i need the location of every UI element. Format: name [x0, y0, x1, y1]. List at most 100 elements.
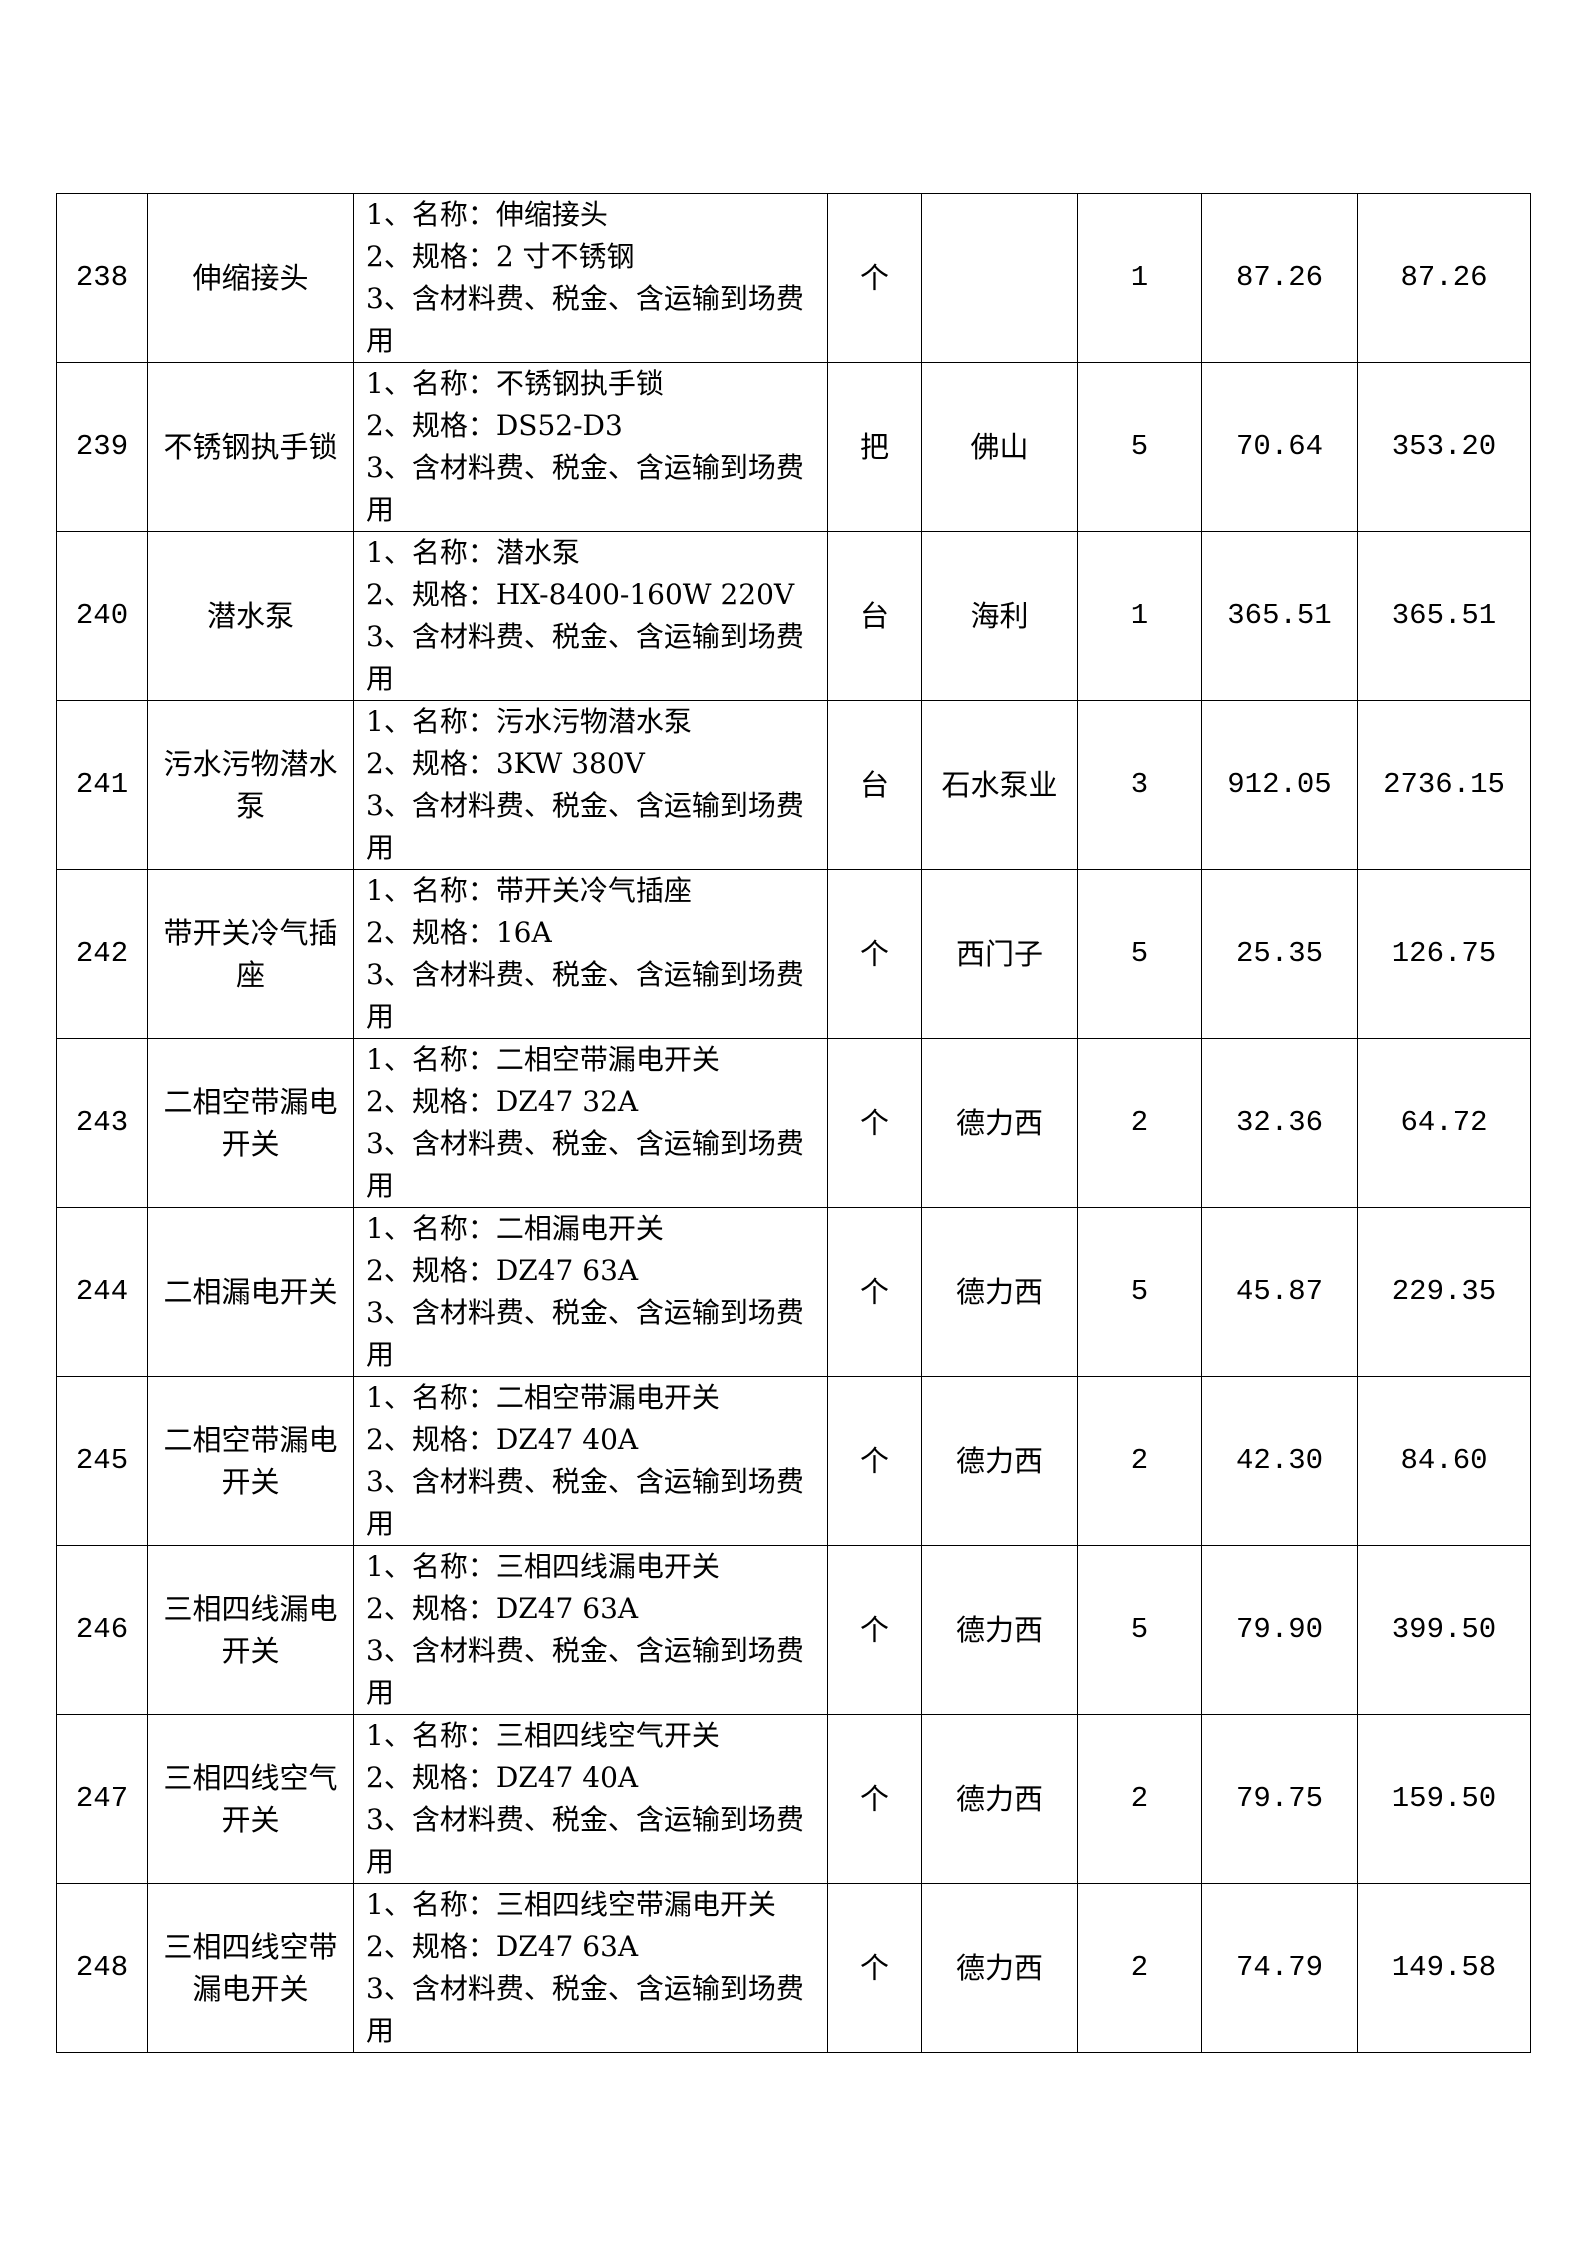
description-line: 2、规格：3KW 380V [366, 747, 645, 780]
item-description: 1、名称：三相四线漏电开关 2、规格：DZ47 63A 3、含材料费、税金、含运输到… [353, 1545, 828, 1715]
table-row: 242 带开关冷气插座 1、名称：带开关冷气插座 2、规格：16A 3、含材料费、税金、… [56, 869, 1531, 1039]
item-number: 240 [56, 531, 148, 701]
item-unit-price: 42.30 [1201, 1376, 1358, 1546]
description-line: 3、含材料费、税金、含运输到场费用 [366, 282, 804, 357]
item-quantity: 2 [1077, 1883, 1202, 2053]
item-quantity: 5 [1077, 869, 1202, 1039]
table-row: 247 三相四线空气开关 1、名称：三相四线空气开关 2、规格：DZ47 40A 3、含… [56, 1714, 1531, 1884]
item-unit: 个 [827, 1714, 922, 1884]
description-line: 3、含材料费、税金、含运输到场费用 [366, 1296, 804, 1371]
table-row: 240 潜水泵 1、名称：潜水泵 2、规格：HX-8400-160W 220V 3、含材… [56, 531, 1531, 701]
description-line: 3、含材料费、税金、含运输到场费用 [366, 620, 804, 695]
item-unit-price: 70.64 [1201, 362, 1358, 532]
item-number: 242 [56, 869, 148, 1039]
item-description: 1、名称：三相四线空气开关 2、规格：DZ47 40A 3、含材料费、税金、含运输到… [353, 1714, 828, 1884]
description-line: 2、规格：DZ47 63A [366, 1930, 639, 1963]
description-line: 2、规格：DZ47 32A [366, 1085, 639, 1118]
description-line: 2、规格：DZ47 63A [366, 1592, 639, 1625]
item-name: 伸缩接头 [147, 193, 354, 363]
table-row: 239 不锈钢执手锁 1、名称：不锈钢执手锁 2、规格：DS52-D3 3、含材料费、税… [56, 362, 1531, 532]
item-description: 1、名称：不锈钢执手锁 2、规格：DS52-D3 3、含材料费、税金、含运输到场费用 [353, 362, 828, 532]
item-name: 带开关冷气插座 [147, 869, 354, 1039]
description-line: 3、含材料费、税金、含运输到场费用 [366, 451, 804, 526]
item-description: 1、名称：二相漏电开关 2、规格：DZ47 63A 3、含材料费、税金、含运输到场费… [353, 1207, 828, 1377]
item-total: 87.26 [1357, 193, 1531, 363]
item-total: 84.60 [1357, 1376, 1531, 1546]
item-description: 1、名称：污水污物潜水泵 2、规格：3KW 380V 3、含材料费、税金、含运输到场… [353, 700, 828, 870]
item-name: 潜水泵 [147, 531, 354, 701]
item-description: 1、名称：带开关冷气插座 2、规格：16A 3、含材料费、税金、含运输到场费用 [353, 869, 828, 1039]
item-total: 159.50 [1357, 1714, 1531, 1884]
item-name: 污水污物潜水泵 [147, 700, 354, 870]
description-line: 2、规格：16A [366, 916, 552, 949]
item-number: 239 [56, 362, 148, 532]
item-name: 二相空带漏电开关 [147, 1376, 354, 1546]
item-number: 247 [56, 1714, 148, 1884]
table-row: 246 三相四线漏电开关 1、名称：三相四线漏电开关 2、规格：DZ47 63A 3、含… [56, 1545, 1531, 1715]
item-unit: 个 [827, 1038, 922, 1208]
description-line: 1、名称：二相漏电开关 [366, 1212, 664, 1245]
item-unit-price: 87.26 [1201, 193, 1358, 363]
item-unit-price: 74.79 [1201, 1883, 1358, 2053]
description-line: 1、名称：潜水泵 [366, 536, 580, 569]
table-row: 248 三相四线空带漏电开关 1、名称：三相四线空带漏电开关 2、规格：DZ47 63… [56, 1883, 1531, 2053]
item-name: 三相四线空气开关 [147, 1714, 354, 1884]
description-line: 1、名称：三相四线空气开关 [366, 1719, 720, 1752]
item-brand: 佛山 [921, 362, 1078, 532]
item-description: 1、名称：三相四线空带漏电开关 2、规格：DZ47 63A 3、含材料费、税金、含运… [353, 1883, 828, 2053]
description-line: 2、规格：2 寸不锈钢 [366, 240, 635, 273]
item-number: 248 [56, 1883, 148, 2053]
item-name: 三相四线空带漏电开关 [147, 1883, 354, 2053]
table-row: 238 伸缩接头 1、名称：伸缩接头 2、规格：2 寸不锈钢 3、含材料费、税金、含运输… [56, 193, 1531, 363]
item-description: 1、名称：伸缩接头 2、规格：2 寸不锈钢 3、含材料费、税金、含运输到场费用 [353, 193, 828, 363]
item-quantity: 2 [1077, 1714, 1202, 1884]
item-name: 二相空带漏电开关 [147, 1038, 354, 1208]
table-body: 238 伸缩接头 1、名称：伸缩接头 2、规格：2 寸不锈钢 3、含材料费、税金、含运输… [56, 193, 1531, 2053]
item-quantity: 2 [1077, 1038, 1202, 1208]
description-line: 2、规格：DS52-D3 [366, 409, 623, 442]
item-brand: 德力西 [921, 1038, 1078, 1208]
item-quantity: 5 [1077, 1207, 1202, 1377]
description-line: 2、规格：DZ47 40A [366, 1423, 639, 1456]
description-line: 2、规格：DZ47 63A [366, 1254, 639, 1287]
description-line: 3、含材料费、税金、含运输到场费用 [366, 1465, 804, 1540]
item-number: 238 [56, 193, 148, 363]
item-unit: 台 [827, 531, 922, 701]
item-quantity: 5 [1077, 362, 1202, 532]
item-description: 1、名称：二相空带漏电开关 2、规格：DZ47 40A 3、含材料费、税金、含运输到… [353, 1376, 828, 1546]
item-brand [921, 193, 1078, 363]
item-brand: 德力西 [921, 1545, 1078, 1715]
item-number: 243 [56, 1038, 148, 1208]
item-description: 1、名称：潜水泵 2、规格：HX-8400-160W 220V 3、含材料费、税金、… [353, 531, 828, 701]
item-brand: 德力西 [921, 1376, 1078, 1546]
description-line: 1、名称：二相空带漏电开关 [366, 1381, 720, 1414]
item-quantity: 1 [1077, 193, 1202, 363]
item-total: 64.72 [1357, 1038, 1531, 1208]
item-total: 353.20 [1357, 362, 1531, 532]
item-quantity: 3 [1077, 700, 1202, 870]
item-brand: 德力西 [921, 1883, 1078, 2053]
item-total: 2736.15 [1357, 700, 1531, 870]
description-line: 2、规格：DZ47 40A [366, 1761, 639, 1794]
item-total: 229.35 [1357, 1207, 1531, 1377]
item-unit: 个 [827, 1883, 922, 2053]
description-line: 3、含材料费、税金、含运输到场费用 [366, 1634, 804, 1709]
item-brand: 德力西 [921, 1714, 1078, 1884]
item-brand: 海利 [921, 531, 1078, 701]
table-row: 244 二相漏电开关 1、名称：二相漏电开关 2、规格：DZ47 63A 3、含材料费、… [56, 1207, 1531, 1377]
description-line: 3、含材料费、税金、含运输到场费用 [366, 1127, 804, 1202]
table-row: 243 二相空带漏电开关 1、名称：二相空带漏电开关 2、规格：DZ47 32A 3、含… [56, 1038, 1531, 1208]
item-number: 241 [56, 700, 148, 870]
item-quantity: 1 [1077, 531, 1202, 701]
description-line: 3、含材料费、税金、含运输到场费用 [366, 1972, 804, 2047]
item-number: 246 [56, 1545, 148, 1715]
table-row: 245 二相空带漏电开关 1、名称：二相空带漏电开关 2、规格：DZ47 40A 3、含… [56, 1376, 1531, 1546]
table-row: 241 污水污物潜水泵 1、名称：污水污物潜水泵 2、规格：3KW 380V 3、含材料… [56, 700, 1531, 870]
item-total: 149.58 [1357, 1883, 1531, 2053]
description-line: 3、含材料费、税金、含运输到场费用 [366, 789, 804, 864]
item-quantity: 2 [1077, 1376, 1202, 1546]
item-name: 不锈钢执手锁 [147, 362, 354, 532]
item-unit: 个 [827, 193, 922, 363]
description-line: 1、名称：二相空带漏电开关 [366, 1043, 720, 1076]
item-unit: 个 [827, 1545, 922, 1715]
